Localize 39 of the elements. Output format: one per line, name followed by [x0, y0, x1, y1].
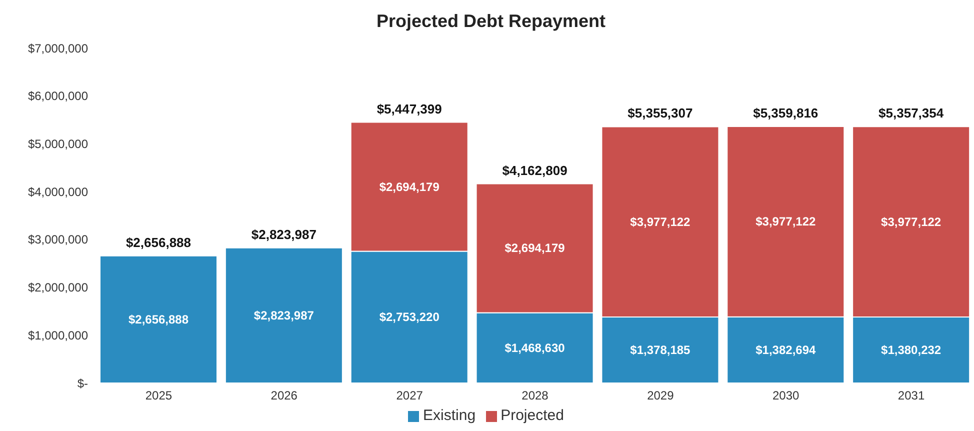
data-label: $1,468,630: [504, 340, 566, 355]
y-tick-label: $2,000,000: [28, 280, 88, 295]
legend-label: Projected: [500, 407, 564, 424]
x-tick-label: 2029: [647, 388, 674, 403]
data-label: $3,977,122: [756, 214, 816, 229]
data-label: $2,823,987: [254, 308, 314, 322]
data-label: $2,694,179: [379, 180, 440, 194]
y-tick-label: $5,000,000: [28, 136, 88, 151]
data-label: $3,977,122: [881, 214, 942, 229]
y-tick-label: $1,000,000: [28, 328, 88, 342]
total-label: $5,355,307: [628, 106, 693, 121]
data-label: $2,694,179: [504, 241, 566, 256]
data-label: $2,656,888: [128, 312, 189, 326]
data-label: $1,382,694: [756, 342, 816, 357]
data-label: $3,977,122: [630, 214, 691, 229]
total-label: $2,823,987: [251, 226, 316, 242]
legend-label: Existing: [423, 407, 476, 424]
data-label: $2,753,220: [379, 310, 440, 324]
total-label: $4,162,809: [502, 162, 568, 178]
bar: [100, 255, 218, 383]
x-tick-label: 2030: [772, 388, 800, 403]
total-label: $2,656,888: [126, 234, 192, 250]
total-label: $5,359,816: [753, 105, 818, 120]
bar: [224, 247, 343, 383]
y-tick-label: $6,000,000: [28, 89, 88, 104]
y-tick-label: $3,000,000: [28, 232, 88, 247]
y-tick-label: $-: [77, 376, 88, 390]
chart-title: Projected Debt Repayment: [375, 10, 607, 33]
y-tick-label: $7,000,000: [28, 41, 88, 56]
x-tick-label: 2025: [145, 388, 172, 403]
x-tick-label: 2028: [522, 388, 549, 403]
total-label: $5,447,399: [376, 101, 442, 116]
x-tick-label: 2031: [898, 388, 925, 403]
x-tick-label: 2027: [396, 388, 424, 403]
data-label: $1,378,185: [630, 343, 691, 358]
x-tick-label: 2026: [270, 388, 298, 403]
y-tick-label: $4,000,000: [28, 184, 88, 199]
data-label: $1,380,232: [881, 342, 942, 357]
total-label: $5,357,354: [878, 106, 944, 121]
